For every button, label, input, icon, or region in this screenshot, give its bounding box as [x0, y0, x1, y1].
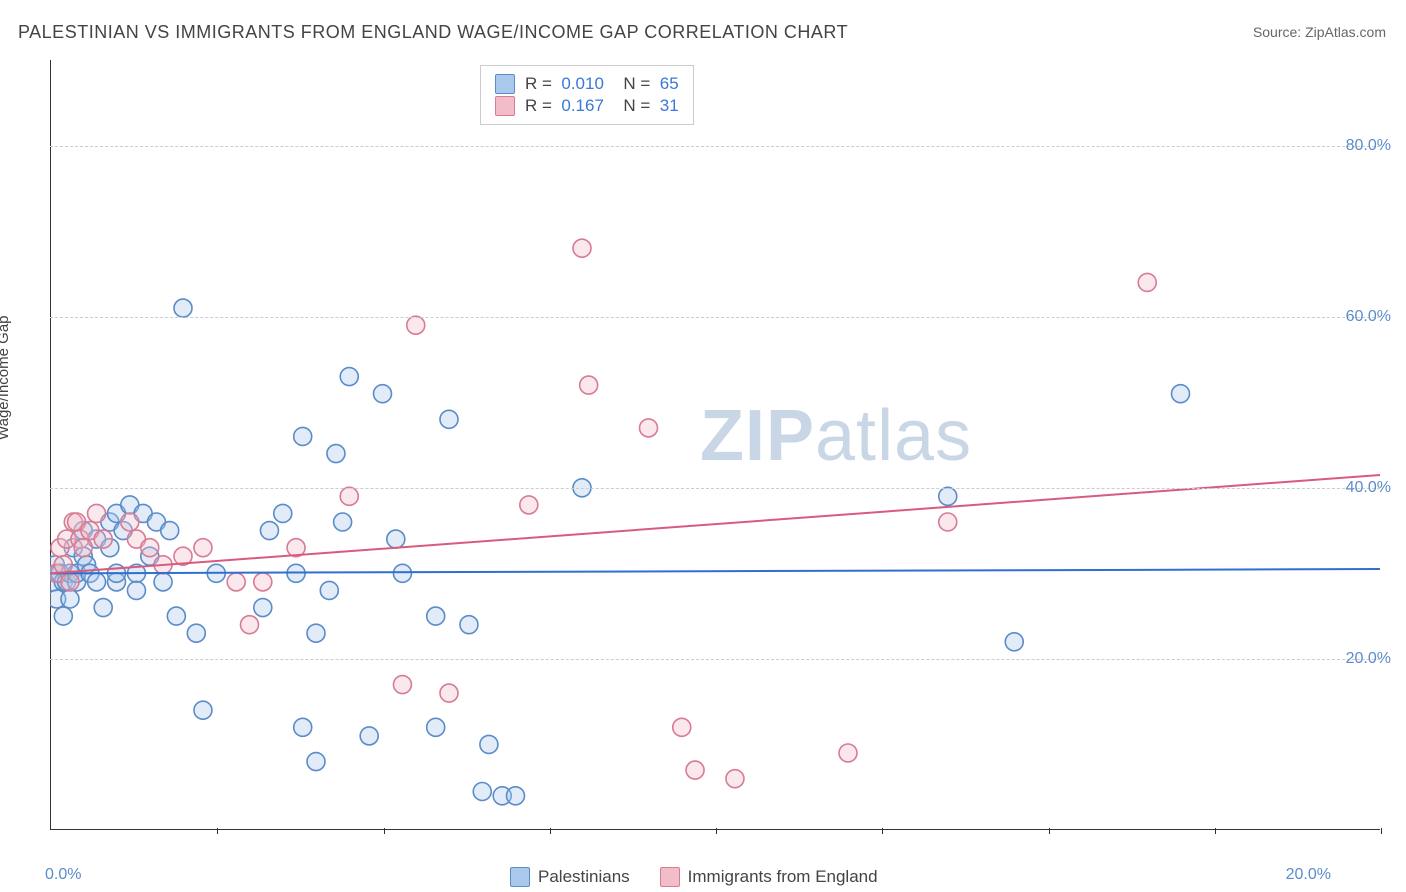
y-tick-label: 60.0% — [1346, 308, 1391, 326]
gridline — [50, 317, 1380, 318]
data-point — [340, 487, 358, 505]
data-point — [360, 727, 378, 745]
data-point — [241, 616, 259, 634]
data-point — [393, 676, 411, 694]
data-point — [94, 530, 112, 548]
data-point — [1005, 633, 1023, 651]
data-point — [307, 753, 325, 771]
y-tick-label: 80.0% — [1346, 137, 1391, 155]
data-point — [320, 581, 338, 599]
data-point — [407, 316, 425, 334]
data-point — [939, 513, 957, 531]
data-point — [673, 718, 691, 736]
data-point — [374, 385, 392, 403]
data-point — [839, 744, 857, 762]
gridline — [50, 488, 1380, 489]
data-point — [61, 573, 79, 591]
data-point — [88, 573, 106, 591]
legend-swatch-2 — [660, 867, 680, 887]
stats-legend: R = 0.010 N = 65 R = 0.167 N = 31 — [480, 65, 694, 125]
data-point — [161, 522, 179, 540]
data-point — [254, 599, 272, 617]
data-point — [939, 487, 957, 505]
swatch-series-2 — [495, 96, 515, 116]
data-point — [440, 684, 458, 702]
data-point — [61, 590, 79, 608]
x-tick-mark — [1381, 828, 1382, 834]
data-point — [194, 539, 212, 557]
data-point — [127, 581, 145, 599]
data-point — [167, 607, 185, 625]
data-point — [254, 573, 272, 591]
data-point — [274, 504, 292, 522]
data-point — [480, 735, 498, 753]
x-axis-label-right: 20.0% — [1286, 866, 1331, 884]
y-tick-label: 40.0% — [1346, 479, 1391, 497]
data-point — [640, 419, 658, 437]
trendline — [50, 475, 1380, 573]
data-point — [473, 783, 491, 801]
trendline — [50, 569, 1380, 573]
data-point — [1138, 273, 1156, 291]
data-point — [327, 445, 345, 463]
data-point — [74, 539, 92, 557]
swatch-series-1 — [495, 74, 515, 94]
data-point — [387, 530, 405, 548]
data-point — [686, 761, 704, 779]
data-point — [294, 427, 312, 445]
data-point — [187, 624, 205, 642]
data-point — [427, 607, 445, 625]
legend-label-2: Immigrants from England — [688, 867, 878, 887]
source-label: Source: ZipAtlas.com — [1253, 24, 1386, 40]
data-point — [427, 718, 445, 736]
y-axis-label: Wage/Income Gap — [0, 315, 12, 440]
data-point — [507, 787, 525, 805]
data-point — [54, 607, 72, 625]
stats-row-2: R = 0.167 N = 31 — [495, 96, 679, 116]
gridline — [50, 146, 1380, 147]
data-point — [307, 624, 325, 642]
y-tick-label: 20.0% — [1346, 650, 1391, 668]
data-point — [174, 299, 192, 317]
data-point — [294, 718, 312, 736]
legend-label-1: Palestinians — [538, 867, 630, 887]
gridline — [50, 659, 1380, 660]
data-point — [88, 504, 106, 522]
data-point — [154, 573, 172, 591]
x-axis-label-left: 0.0% — [45, 866, 81, 884]
data-point — [121, 513, 139, 531]
data-point — [726, 770, 744, 788]
series-legend: Palestinians Immigrants from England — [510, 867, 878, 887]
data-point — [141, 539, 159, 557]
stats-row-1: R = 0.010 N = 65 — [495, 74, 679, 94]
legend-item-1: Palestinians — [510, 867, 630, 887]
data-point — [393, 564, 411, 582]
data-point — [260, 522, 278, 540]
data-point — [460, 616, 478, 634]
data-point — [1172, 385, 1190, 403]
data-point — [340, 368, 358, 386]
legend-item-2: Immigrants from England — [660, 867, 878, 887]
data-point — [334, 513, 352, 531]
data-point — [573, 239, 591, 257]
data-point — [194, 701, 212, 719]
data-point — [440, 410, 458, 428]
chart-title: PALESTINIAN VS IMMIGRANTS FROM ENGLAND W… — [18, 22, 848, 43]
legend-swatch-1 — [510, 867, 530, 887]
data-point — [227, 573, 245, 591]
data-point — [94, 599, 112, 617]
scatter-chart — [50, 60, 1380, 830]
data-point — [520, 496, 538, 514]
data-point — [580, 376, 598, 394]
